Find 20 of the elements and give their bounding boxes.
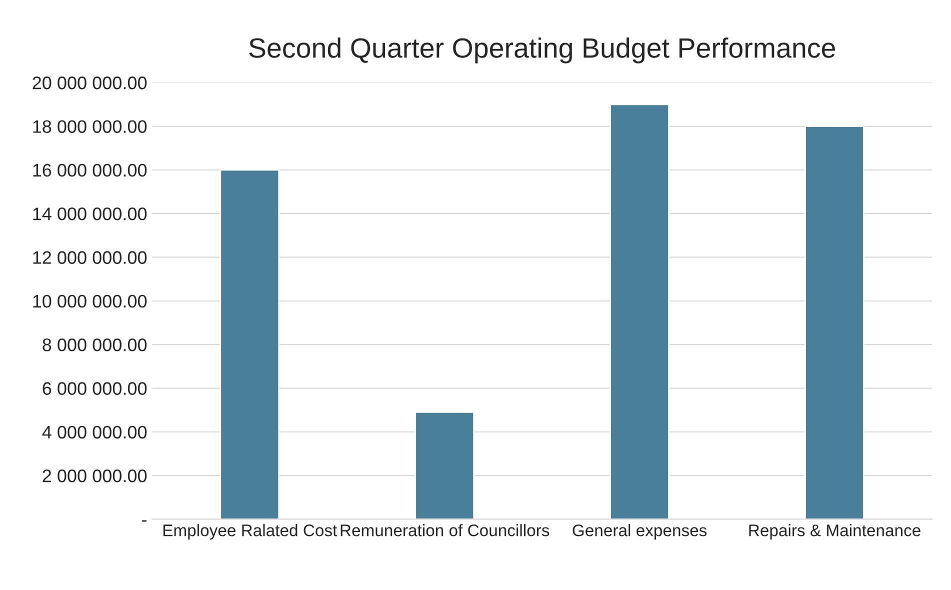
y-tick-label: 18 000 000.00 xyxy=(33,120,147,133)
y-tick-label: 16 000 000.00 xyxy=(33,164,147,177)
y-tick-label: 14 000 000.00 xyxy=(33,208,147,220)
y-tick-label: 4 000 000.00 xyxy=(42,426,147,439)
x-tick-label: Repairs & Maintenance xyxy=(749,524,920,540)
bar xyxy=(414,412,475,520)
y-tick-label: 2 000 000.00 xyxy=(42,469,147,482)
x-tick-label: Remuneration of Councillors xyxy=(340,524,550,536)
bar xyxy=(804,126,864,520)
y-tick-label: - xyxy=(142,520,146,522)
y-tick-label: 12 000 000.00 xyxy=(33,251,147,264)
bar xyxy=(220,169,280,520)
y-tick-label: 20 000 000.00 xyxy=(32,76,147,90)
y-tick-label: 10 000 000.00 xyxy=(33,294,147,308)
x-tick-label: Employee Ralated Cost xyxy=(163,524,338,540)
bar xyxy=(610,104,670,520)
x-tick-label: General expenses xyxy=(572,524,707,540)
chart-title: Second Quarter Operating Budget Performance xyxy=(249,37,836,64)
y-tick-label: 8 000 000.00 xyxy=(42,338,147,352)
y-tick-label: 6 000 000.00 xyxy=(42,382,147,395)
